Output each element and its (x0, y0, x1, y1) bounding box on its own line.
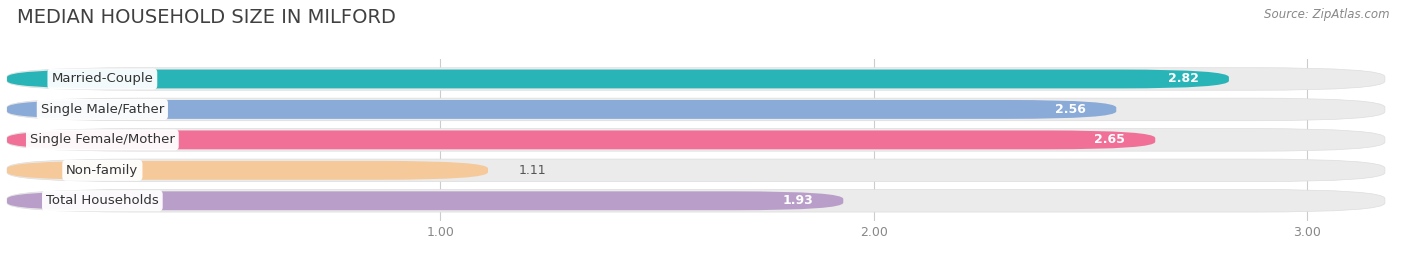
Text: Single Female/Mother: Single Female/Mother (30, 133, 174, 146)
Text: 1.11: 1.11 (519, 164, 546, 177)
FancyBboxPatch shape (7, 129, 1385, 151)
Text: Married-Couple: Married-Couple (52, 72, 153, 86)
Text: Source: ZipAtlas.com: Source: ZipAtlas.com (1264, 8, 1389, 21)
Text: MEDIAN HOUSEHOLD SIZE IN MILFORD: MEDIAN HOUSEHOLD SIZE IN MILFORD (17, 8, 395, 27)
FancyBboxPatch shape (7, 130, 1156, 149)
FancyBboxPatch shape (7, 191, 844, 210)
Text: 1.93: 1.93 (782, 194, 813, 207)
Text: 2.82: 2.82 (1168, 72, 1198, 86)
Text: Non-family: Non-family (66, 164, 138, 177)
Text: 2.65: 2.65 (1094, 133, 1125, 146)
FancyBboxPatch shape (7, 190, 1385, 212)
Text: Single Male/Father: Single Male/Father (41, 103, 165, 116)
Text: Total Households: Total Households (46, 194, 159, 207)
FancyBboxPatch shape (7, 159, 1385, 182)
FancyBboxPatch shape (7, 68, 1385, 90)
FancyBboxPatch shape (7, 161, 488, 180)
FancyBboxPatch shape (7, 100, 1116, 119)
FancyBboxPatch shape (7, 69, 1229, 89)
FancyBboxPatch shape (7, 98, 1385, 121)
Text: 2.56: 2.56 (1054, 103, 1085, 116)
